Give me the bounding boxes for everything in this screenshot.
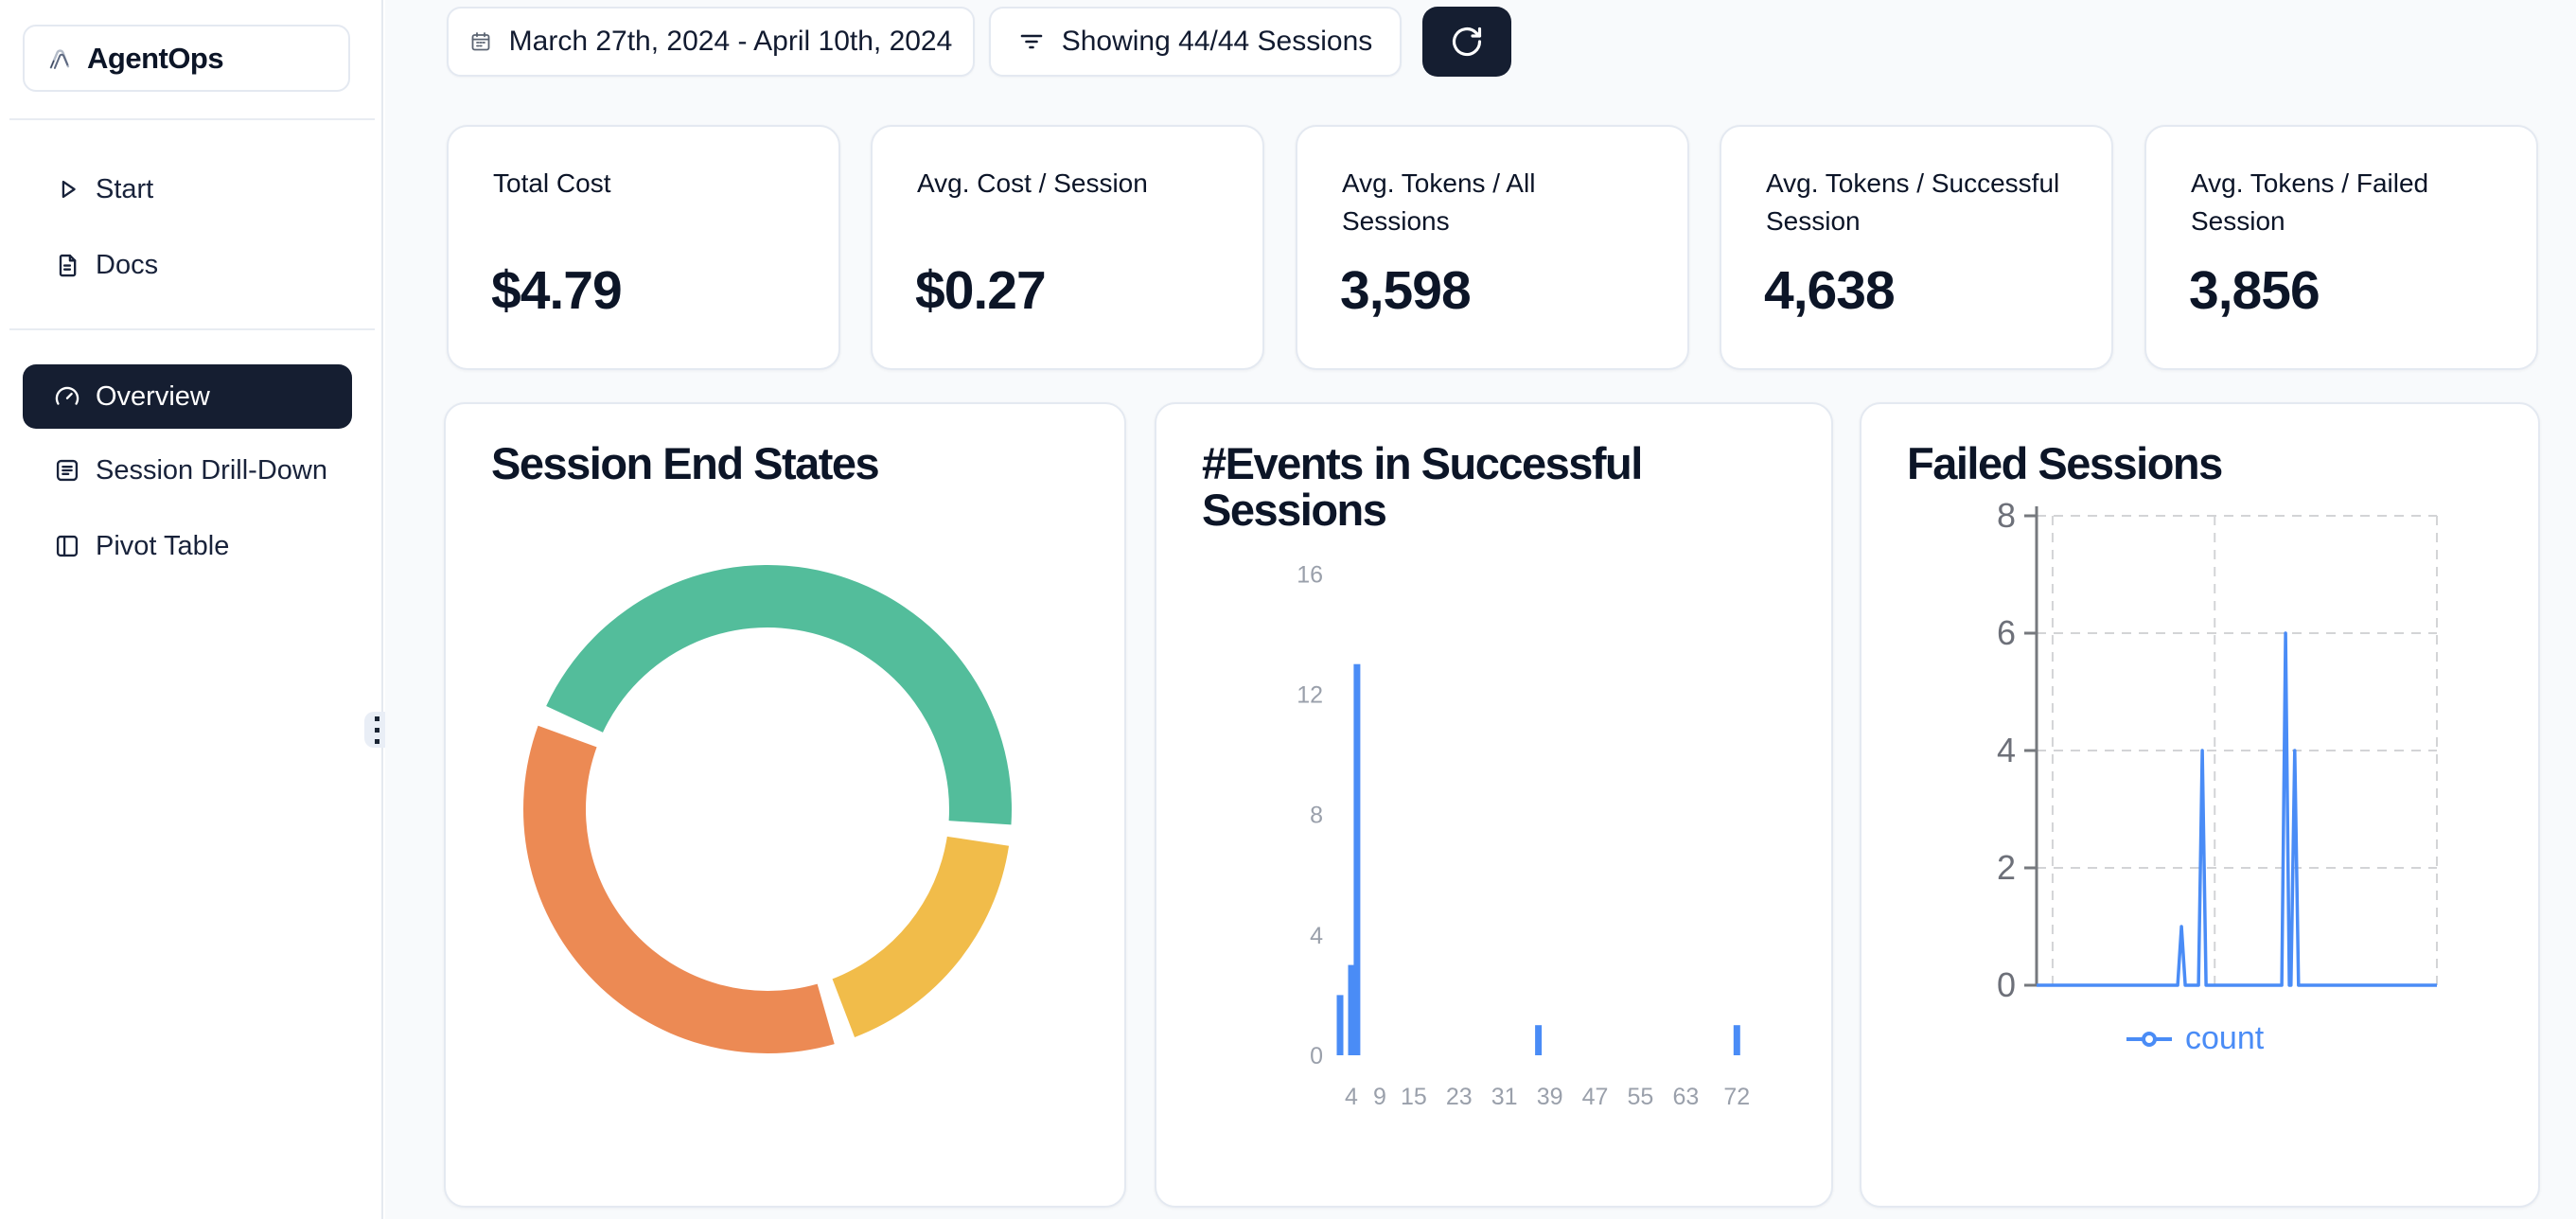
line-series-marker-icon bbox=[2126, 1031, 2172, 1047]
y-tick-label: 8 bbox=[1310, 803, 1323, 829]
events-in-successful-sessions-card: #Events in Successful Sessions 0 4 8 12 16 4 9… bbox=[1155, 402, 1833, 1208]
y-tick-label: 8 bbox=[1997, 496, 2016, 535]
sidebar-item-label: Docs bbox=[96, 249, 159, 280]
sidebar-divider bbox=[9, 118, 375, 120]
y-tick-label: 12 bbox=[1297, 682, 1323, 709]
x-tick-label: 39 bbox=[1537, 1084, 1563, 1110]
sidebar-item-label: Pivot Table bbox=[96, 530, 230, 561]
stat-label: Total Cost bbox=[493, 168, 611, 198]
gauge-icon bbox=[55, 386, 79, 405]
x-tick-label: 9 bbox=[1373, 1084, 1386, 1110]
line-legend-count[interactable]: count bbox=[2125, 1020, 2264, 1057]
split-panel-icon bbox=[56, 535, 79, 557]
donut-segment-indeterminate bbox=[832, 836, 1010, 1038]
stat-label: Avg. Tokens / All Sessions bbox=[1342, 168, 1536, 236]
stat-card-avg-cost-session: Avg. Cost / Session $0.27 bbox=[871, 125, 1264, 370]
session-end-states-donut-chart bbox=[523, 564, 1012, 1054]
bar-x5 bbox=[1353, 663, 1361, 1055]
x-tick-label: 15 bbox=[1401, 1084, 1427, 1110]
list-box-icon bbox=[56, 459, 79, 482]
y-tick-label: 6 bbox=[1997, 613, 2016, 652]
stat-card-avg-tokens-failed: Avg. Tokens / Failed Session 3,856 bbox=[2144, 125, 2538, 370]
x-tick-label: 55 bbox=[1628, 1084, 1654, 1110]
x-tick-label: 47 bbox=[1582, 1084, 1609, 1110]
sidebar-item-pivot-table[interactable]: Pivot Table bbox=[23, 515, 352, 577]
sidebar-item-label: Start bbox=[96, 173, 154, 204]
x-tick-label: 4 bbox=[1345, 1084, 1358, 1110]
stat-value: 3,856 bbox=[2189, 260, 2320, 321]
sessions-filter-label: Showing 44/44 Sessions bbox=[1061, 26, 1373, 57]
line-legend-label: count bbox=[2185, 1020, 2265, 1056]
y-tick-label: 16 bbox=[1297, 561, 1323, 588]
y-tick-label: 2 bbox=[1997, 848, 2016, 887]
failed-sessions-card: Failed Sessions 0 2 4 6 8 bbox=[1860, 402, 2540, 1208]
failed-sessions-line-chart: 0 2 4 6 8 bbox=[1997, 496, 2438, 1004]
y-tick-label: 4 bbox=[1997, 731, 2016, 769]
sidebar-item-label: Session Drill-Down bbox=[96, 454, 327, 486]
stat-card-avg-tokens-all: Avg. Tokens / All Sessions 3,598 bbox=[1296, 125, 1689, 370]
bar-x2 bbox=[1336, 995, 1344, 1055]
donut-segment-success bbox=[546, 564, 1012, 825]
x-tick-label: 63 bbox=[1672, 1084, 1699, 1110]
play-icon bbox=[62, 180, 76, 199]
app-title: AgentOps bbox=[87, 41, 224, 75]
stat-value: $4.79 bbox=[491, 260, 623, 321]
sidebar-item-label: Overview bbox=[96, 380, 210, 412]
chart-title: Session End States bbox=[491, 438, 880, 488]
document-icon bbox=[59, 254, 77, 277]
sidebar-item-session-drill-down[interactable]: Session Drill-Down bbox=[23, 439, 352, 502]
sidebar-item-start[interactable]: Start bbox=[23, 158, 352, 221]
paperclip-logo-icon bbox=[49, 48, 70, 69]
donut-segment-fail bbox=[523, 725, 835, 1054]
refresh-icon bbox=[1452, 26, 1482, 57]
bar-x37 bbox=[1535, 1025, 1543, 1055]
date-range-label: March 27th, 2024 - April 10th, 2024 bbox=[508, 26, 953, 57]
x-tick-label: 23 bbox=[1446, 1084, 1473, 1110]
x-tick-label: 31 bbox=[1491, 1084, 1518, 1110]
y-tick-label: 0 bbox=[1310, 1043, 1323, 1069]
refresh-button[interactable] bbox=[1422, 7, 1511, 77]
y-tick-label: 4 bbox=[1310, 923, 1323, 949]
stat-card-avg-tokens-successful: Avg. Tokens / Successful Session 4,638 bbox=[1720, 125, 2113, 370]
sessions-filter-button[interactable]: Showing 44/44 Sessions bbox=[989, 7, 1402, 77]
bar-x4 bbox=[1348, 964, 1355, 1055]
stat-label: Avg. Tokens / Successful Session bbox=[1766, 168, 2060, 236]
stat-label: Avg. Cost / Session bbox=[917, 168, 1148, 198]
sidebar-item-overview[interactable]: Overview bbox=[23, 364, 352, 429]
bar-x72 bbox=[1733, 1025, 1740, 1055]
count-series-line bbox=[2037, 631, 2437, 987]
stat-value: 3,598 bbox=[1340, 260, 1472, 321]
stat-label: Avg. Tokens / Failed Session bbox=[2191, 168, 2429, 236]
sidebar-item-docs[interactable]: Docs bbox=[23, 234, 352, 296]
chart-title: #Events in Successful Sessions bbox=[1202, 438, 1643, 536]
date-range-button[interactable]: March 27th, 2024 - April 10th, 2024 bbox=[447, 7, 975, 77]
logo[interactable]: AgentOps bbox=[23, 25, 350, 92]
stat-value: 4,638 bbox=[1764, 260, 1896, 321]
session-end-states-card: Session End States Success Fail Indeterm… bbox=[444, 402, 1126, 1208]
sidebar: AgentOps Start Docs Overview bbox=[0, 0, 383, 1219]
chart-title: Failed Sessions bbox=[1907, 438, 2223, 488]
calendar-icon bbox=[471, 32, 490, 51]
sidebar-divider bbox=[9, 328, 375, 330]
stat-card-total-cost: Total Cost $4.79 bbox=[447, 125, 840, 370]
y-tick-label: 0 bbox=[1997, 965, 2016, 1004]
x-tick-label: 72 bbox=[1723, 1084, 1750, 1110]
filter-icon bbox=[1020, 34, 1043, 49]
stat-value: $0.27 bbox=[915, 260, 1047, 321]
